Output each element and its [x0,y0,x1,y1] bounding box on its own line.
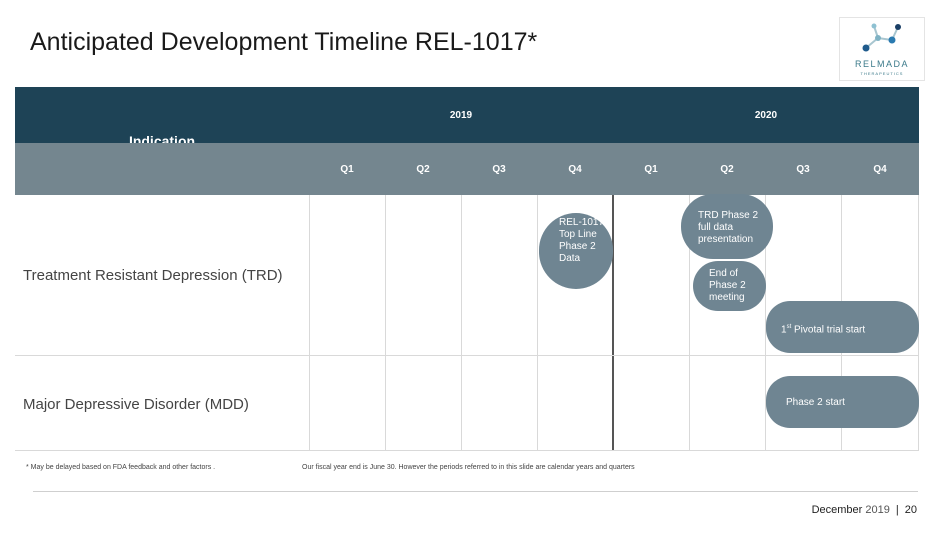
grid-line [537,195,538,451]
year-header-2019: 2019 [309,87,613,143]
quarter-header: Q1 [644,163,658,175]
row-label-trd: Treatment Resistant Depression (TRD) [23,267,283,284]
page-title: Anticipated Development Timeline REL-101… [30,28,538,56]
grid-line [765,195,766,451]
slide-footer: December 2019 | 20 [812,504,917,516]
footnote-fiscal-year: Our fiscal year end is June 30. However … [302,464,635,471]
quarter-row: Q1 Q2 Q3 Q4 Q1 Q2 Q3 Q4 [309,143,919,195]
milestone-topline-data: REL-1017 Top Line Phase 2 Data [539,213,613,289]
quarter-header: Q2 [720,163,734,175]
pivotal-text: Pivotal trial start [791,324,866,336]
logo-tagline: THERAPEUTICS [860,71,904,76]
quarter-header: Q4 [873,163,887,175]
quarter-header: Q1 [340,163,354,175]
footer-month: December [811,504,863,516]
row-label-mdd: Major Depressive Disorder (MDD) [23,396,249,413]
table-bottom-border [15,450,919,451]
milestone-pivotal-trial-start: 1st Pivotal trial start [766,301,919,353]
footer-year: 2019 [865,504,890,516]
milestone-mdd-phase2-start: Phase 2 start [766,376,919,428]
footnote-fda: * May be delayed based on FDA feedback a… [26,464,216,471]
relmada-logo: RELMADA THERAPEUTICS [839,17,925,81]
pivotal-ordinal-suffix: st [786,324,792,330]
milestone-trd-full-data: TRD Phase 2 full data presentation [681,194,773,259]
footer-separator: | [895,504,899,516]
footer-divider [33,491,918,492]
quarter-header: Q2 [416,163,430,175]
grid-line [385,195,386,451]
pivotal-ordinal: 1 [781,324,787,336]
grid-line [461,195,462,451]
molecule-icon [862,23,901,52]
year-divider [612,195,614,451]
grid-line [309,195,310,451]
quarter-row-left-blank [15,143,309,195]
logo-wordmark: RELMADA [854,59,909,69]
year-header-2020: 2020 [613,87,919,143]
quarter-header: Q4 [568,163,582,175]
milestone-end-of-phase2: End of Phase 2 meeting [693,261,766,311]
grid-line [689,195,690,451]
quarter-header: Q3 [492,163,506,175]
timeline-table: Indication 2019 2020 Q1 Q2 Q3 Q4 Q1 Q2 Q… [15,87,919,451]
row-divider [15,355,919,356]
page-number: 20 [904,504,917,516]
quarter-header: Q3 [796,163,810,175]
